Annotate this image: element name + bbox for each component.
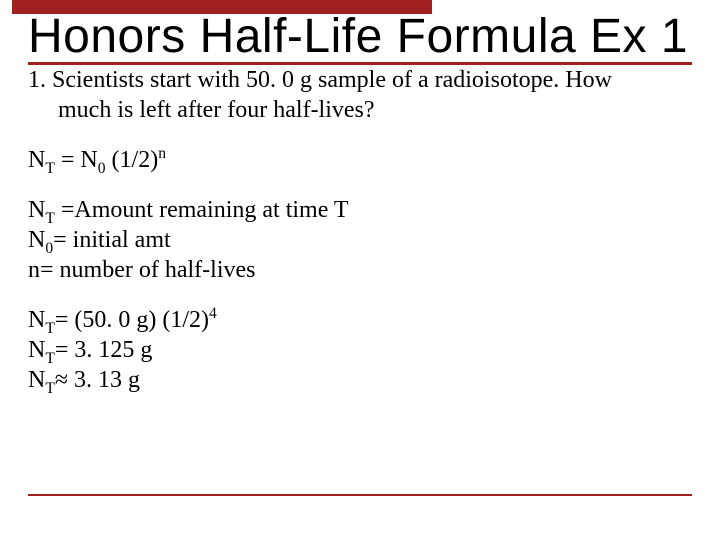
w3-b: ≈ 3. 13 g — [55, 367, 140, 393]
def2-a: N — [28, 227, 45, 253]
worked-solution: NT= (50. 0 g) (1/2)4 NT= 3. 125 g NT≈ 3.… — [28, 305, 692, 395]
problem-line-2: much is left after four half-lives? — [28, 95, 692, 125]
work-step-1: NT= (50. 0 g) (1/2)4 — [28, 305, 692, 335]
formula-lhs-base: N — [28, 147, 45, 173]
formula-eq: = N — [55, 147, 98, 173]
work-step-3: NT≈ 3. 13 g — [28, 365, 692, 395]
definition-nt: NT =Amount remaining at time T — [28, 195, 692, 225]
w2-a: N — [28, 337, 45, 363]
work-step-2: NT= 3. 125 g — [28, 335, 692, 365]
problem-statement: 1. Scientists start with 50. 0 g sample … — [28, 65, 692, 125]
slide-title: Honors Half-Life Formula Ex 1 — [28, 12, 692, 65]
definition-n: n= number of half-lives — [28, 255, 692, 285]
formula-rhs-tail: (1/2) — [106, 147, 159, 173]
w3-sub: T — [45, 380, 55, 397]
formula-rhs-sup: n — [158, 145, 166, 162]
slide: Honors Half-Life Formula Ex 1 1. Scienti… — [0, 0, 720, 395]
slide-body: 1. Scientists start with 50. 0 g sample … — [28, 65, 692, 395]
accent-top-bar — [12, 0, 432, 14]
w1-a: N — [28, 307, 45, 333]
problem-line-1: 1. Scientists start with 50. 0 g sample … — [28, 67, 612, 93]
formula-lhs-sub: T — [45, 160, 55, 177]
formula-rhs-sub: 0 — [98, 160, 106, 177]
w1-b: = (50. 0 g) (1/2) — [55, 307, 209, 333]
definition-n0: N0= initial amt — [28, 225, 692, 255]
accent-bottom-rule — [28, 494, 692, 496]
w2-b: = 3. 125 g — [55, 337, 153, 363]
def1-a: N — [28, 197, 45, 223]
def2-b: = initial amt — [53, 227, 171, 253]
definitions: NT =Amount remaining at time T N0= initi… — [28, 195, 692, 285]
w1-sup: 4 — [209, 305, 217, 322]
formula: NT = N0 (1/2)n — [28, 145, 692, 175]
w3-a: N — [28, 367, 45, 393]
def1-b: =Amount remaining at time T — [55, 197, 349, 223]
